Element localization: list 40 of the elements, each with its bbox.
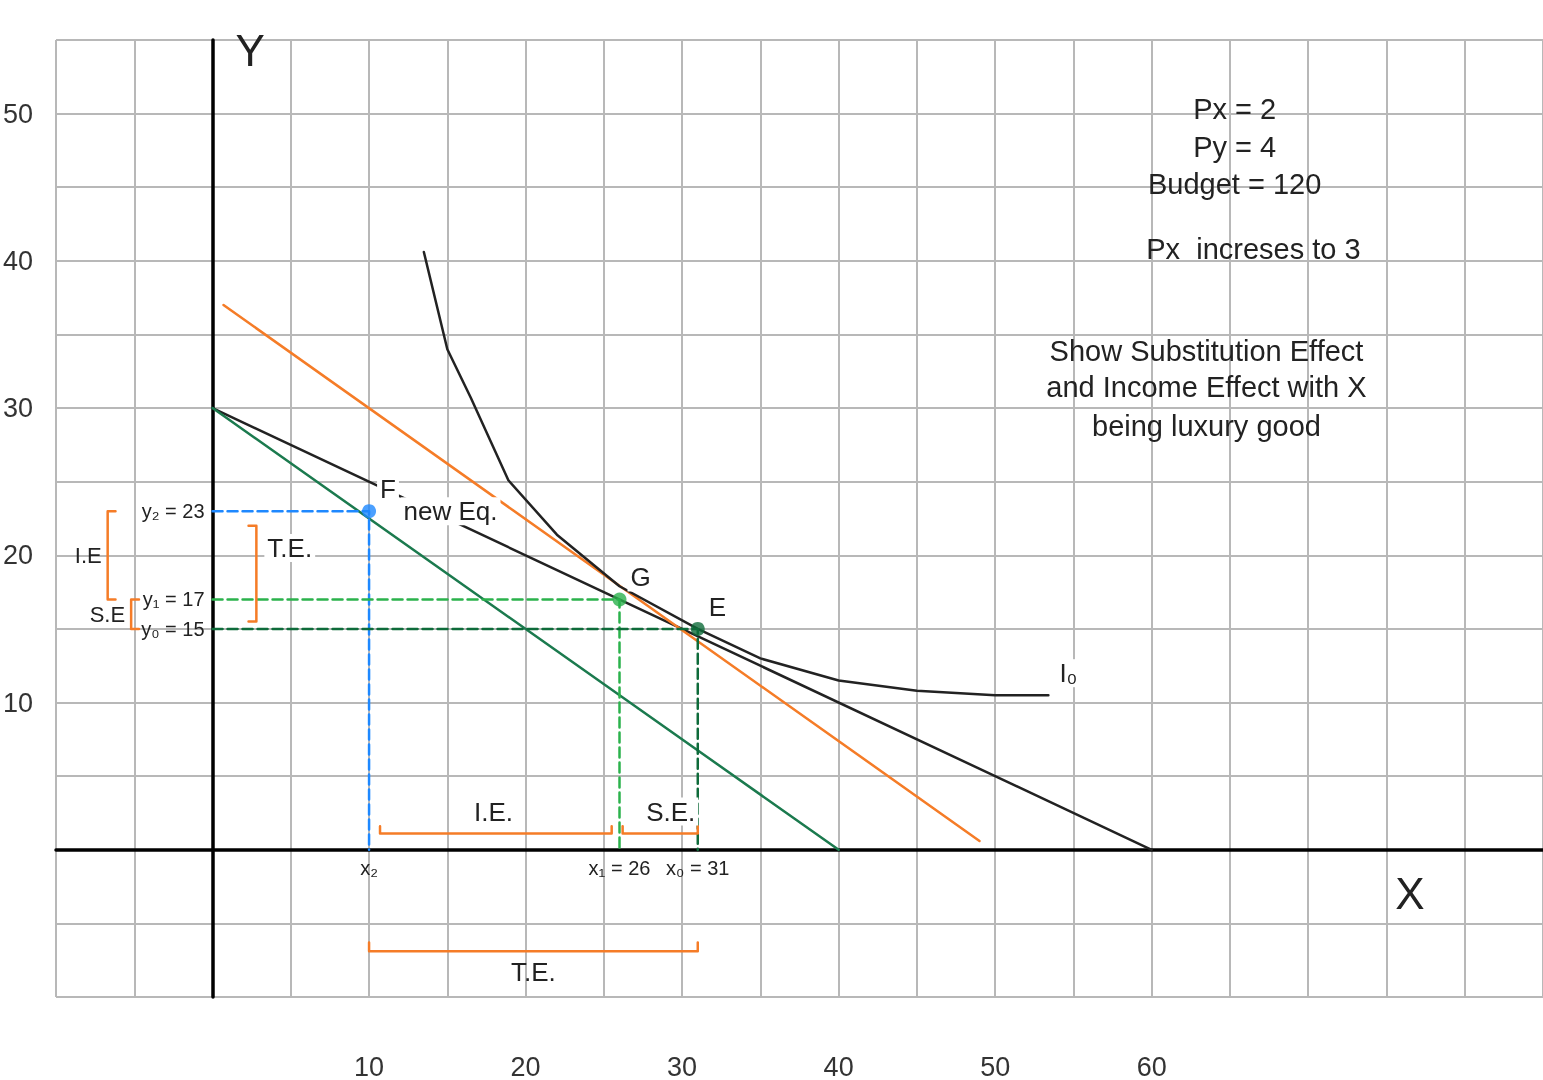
annotation: being luxury good: [1092, 409, 1321, 442]
x-tick-label: 30: [667, 1051, 698, 1080]
x-tick-label: 50: [980, 1051, 1011, 1080]
x-tick-label: 40: [823, 1051, 854, 1080]
annotation: I₀: [1059, 658, 1078, 689]
point: [690, 621, 705, 636]
annotation: G: [630, 562, 651, 593]
x-tick-label: 60: [1136, 1051, 1167, 1080]
annotation: T.E.: [267, 533, 313, 564]
annotation: new Eq.: [403, 496, 498, 527]
y-tick-label: 40: [2, 245, 34, 276]
y-tick-label: 30: [2, 393, 34, 424]
annotation: I.E.: [473, 796, 513, 827]
annotation: Budget = 120: [1147, 168, 1322, 201]
annotation: y₀ = 15: [141, 617, 205, 640]
annotation: S.E.: [646, 796, 696, 827]
y-tick-label: 20: [2, 540, 34, 571]
annotation: x₀ = 31: [666, 856, 730, 879]
point: [612, 592, 627, 607]
annotation: S.E: [89, 601, 126, 627]
annotation: and Income Effect with X: [1046, 371, 1367, 404]
annotation: T.E.: [511, 957, 556, 988]
annotation: y₂ = 23: [141, 500, 205, 523]
annotation: x₂: [360, 856, 378, 879]
y-tick-label: 50: [2, 98, 34, 129]
annotation: x₁ = 26: [588, 856, 651, 879]
y-axis-title: Y: [235, 25, 265, 75]
annotation: I.E: [74, 542, 102, 568]
y-tick-label: 10: [2, 687, 34, 718]
annotation: Px = 2: [1193, 93, 1277, 126]
annotation: y₁ = 17: [142, 588, 205, 611]
annotation: Px increses to 3: [1146, 233, 1361, 266]
x-axis-title: X: [1395, 869, 1425, 919]
annotation: F: [380, 474, 396, 505]
point: [362, 504, 377, 519]
x-tick-label: 20: [510, 1051, 541, 1080]
annotation: Show Substitution Effect: [1049, 334, 1364, 367]
annotation: E: [708, 591, 727, 622]
annotation: Py = 4: [1193, 131, 1277, 164]
x-tick-label: 10: [354, 1051, 385, 1080]
